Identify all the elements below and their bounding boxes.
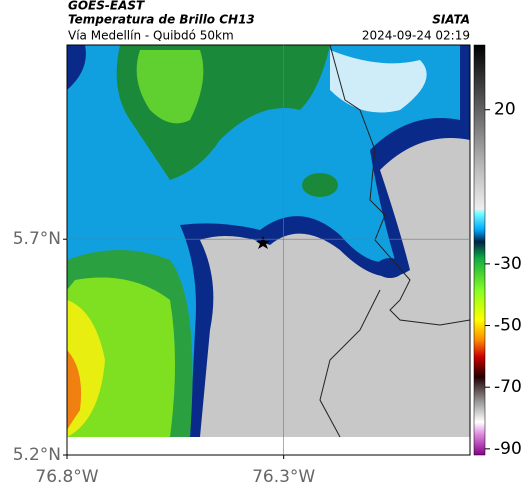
x-tick-label: 76.8°W [35, 467, 98, 487]
satellite-image [67, 45, 470, 437]
colorbar [473, 44, 486, 456]
colorbar-tick-label: -90 [494, 439, 522, 459]
colorbar-tick-label: -30 [494, 254, 522, 274]
colorbar-tick-label: -70 [494, 377, 522, 397]
colorbar-tick-label: 20 [494, 100, 516, 120]
x-tick-label: 76.3°W [252, 467, 315, 487]
route: Vía Medellín - Quibdó 50km [68, 29, 234, 43]
map-frame [66, 44, 471, 456]
y-tick-label: 5.7°N [13, 229, 61, 249]
product: Temperatura de Brillo CH13 [68, 13, 255, 27]
colorbar-tick-label: -50 [494, 316, 522, 336]
source: SIATA [432, 13, 470, 27]
satellite: GOES-EAST [68, 0, 145, 13]
datetime: 2024-09-24 02:19 [362, 29, 470, 43]
y-tick-label: 5.2°N [13, 445, 61, 465]
